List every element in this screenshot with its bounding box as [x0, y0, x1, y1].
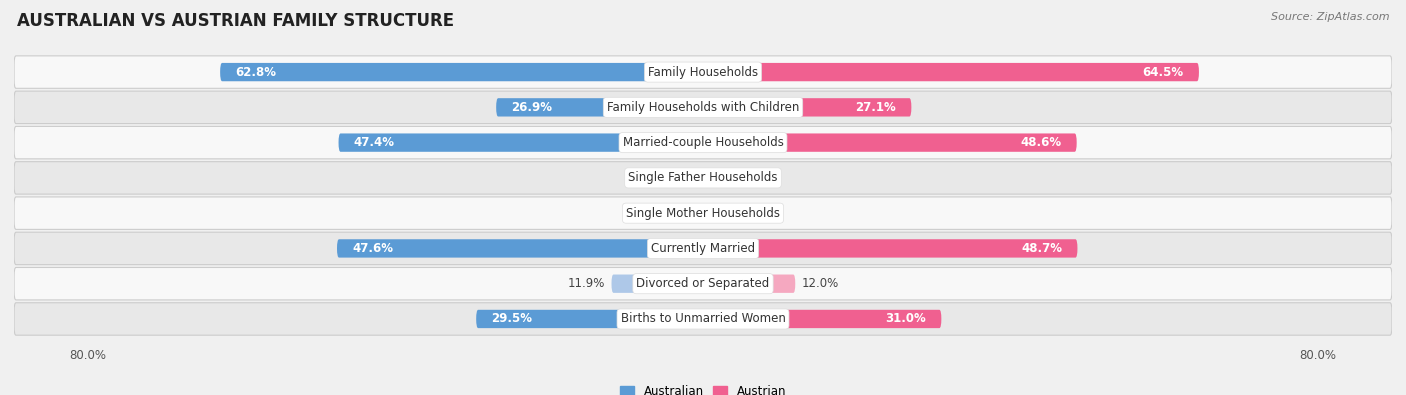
- Text: AUSTRALIAN VS AUSTRIAN FAMILY STRUCTURE: AUSTRALIAN VS AUSTRIAN FAMILY STRUCTURE: [17, 12, 454, 30]
- FancyBboxPatch shape: [221, 63, 703, 81]
- FancyBboxPatch shape: [703, 63, 1199, 81]
- FancyBboxPatch shape: [339, 134, 703, 152]
- FancyBboxPatch shape: [612, 275, 703, 293]
- Text: 2.2%: 2.2%: [725, 171, 756, 184]
- Text: Divorced or Separated: Divorced or Separated: [637, 277, 769, 290]
- FancyBboxPatch shape: [703, 98, 911, 117]
- FancyBboxPatch shape: [14, 232, 1392, 265]
- FancyBboxPatch shape: [703, 239, 1077, 258]
- Text: 5.7%: 5.7%: [754, 207, 783, 220]
- FancyBboxPatch shape: [703, 169, 720, 187]
- FancyBboxPatch shape: [496, 98, 703, 117]
- Text: Source: ZipAtlas.com: Source: ZipAtlas.com: [1271, 12, 1389, 22]
- Text: 47.4%: 47.4%: [354, 136, 395, 149]
- FancyBboxPatch shape: [14, 162, 1392, 194]
- FancyBboxPatch shape: [337, 239, 703, 258]
- FancyBboxPatch shape: [14, 56, 1392, 88]
- Text: Married-couple Households: Married-couple Households: [623, 136, 783, 149]
- Text: 48.6%: 48.6%: [1021, 136, 1062, 149]
- Text: 29.5%: 29.5%: [492, 312, 533, 325]
- FancyBboxPatch shape: [703, 275, 796, 293]
- Text: 31.0%: 31.0%: [886, 312, 927, 325]
- FancyBboxPatch shape: [14, 267, 1392, 300]
- Text: Family Households: Family Households: [648, 66, 758, 79]
- Text: 12.0%: 12.0%: [801, 277, 838, 290]
- FancyBboxPatch shape: [703, 134, 1077, 152]
- Text: Currently Married: Currently Married: [651, 242, 755, 255]
- FancyBboxPatch shape: [14, 303, 1392, 335]
- FancyBboxPatch shape: [703, 310, 942, 328]
- Text: 62.8%: 62.8%: [236, 66, 277, 79]
- FancyBboxPatch shape: [477, 310, 703, 328]
- FancyBboxPatch shape: [686, 169, 703, 187]
- Legend: Australian, Austrian: Australian, Austrian: [616, 380, 790, 395]
- Text: 48.7%: 48.7%: [1021, 242, 1062, 255]
- Text: Births to Unmarried Women: Births to Unmarried Women: [620, 312, 786, 325]
- FancyBboxPatch shape: [659, 204, 703, 222]
- Text: Single Mother Households: Single Mother Households: [626, 207, 780, 220]
- Text: 5.6%: 5.6%: [624, 207, 654, 220]
- Text: Family Households with Children: Family Households with Children: [607, 101, 799, 114]
- Text: 26.9%: 26.9%: [512, 101, 553, 114]
- Text: 27.1%: 27.1%: [855, 101, 896, 114]
- FancyBboxPatch shape: [14, 197, 1392, 229]
- Text: Single Father Households: Single Father Households: [628, 171, 778, 184]
- Text: 47.6%: 47.6%: [353, 242, 394, 255]
- Text: 2.2%: 2.2%: [650, 171, 681, 184]
- Text: 64.5%: 64.5%: [1143, 66, 1184, 79]
- FancyBboxPatch shape: [14, 91, 1392, 124]
- FancyBboxPatch shape: [14, 126, 1392, 159]
- FancyBboxPatch shape: [703, 204, 747, 222]
- Text: 11.9%: 11.9%: [568, 277, 606, 290]
